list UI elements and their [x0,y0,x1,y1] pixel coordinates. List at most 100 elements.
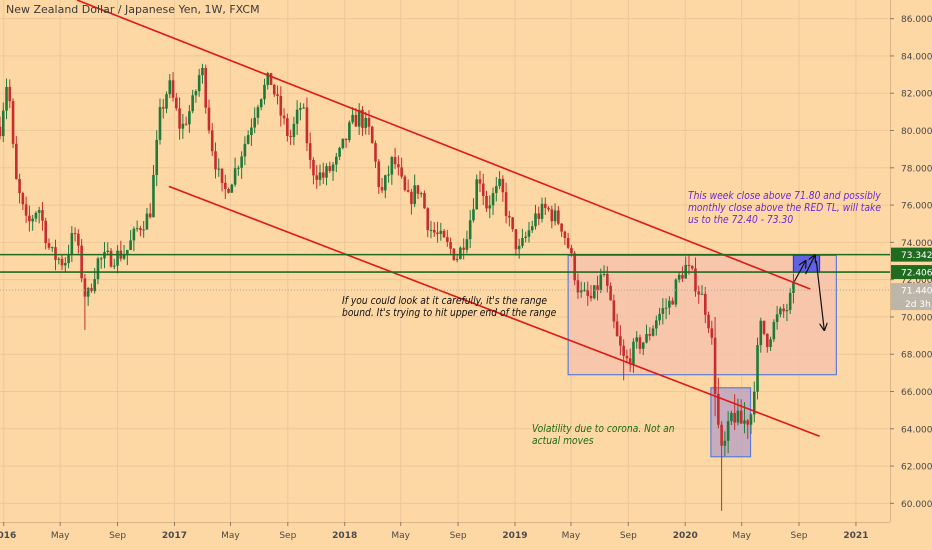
candle-body [517,245,521,250]
candle-body [726,421,730,441]
candle-body [775,314,779,323]
candle-body [116,250,119,266]
candle-body [459,247,462,260]
range-bound-annotation: If you could look at it carefully, it's … [342,296,557,319]
upper-green-line-tag [891,247,932,262]
candle-body [90,288,93,292]
candle-body [478,179,482,184]
y-tick-label: 74.000 [901,239,932,249]
candle-body [263,84,266,100]
candle-body [782,308,785,312]
candle-body [586,289,590,296]
candle-body [475,179,479,210]
target-box [792,254,821,273]
candle-body [524,236,527,238]
candle-body [681,274,684,279]
x-tick-label: May [51,531,70,541]
candle-body [243,143,247,157]
candle-body [210,130,214,152]
candle-body [299,107,302,110]
candle-body [344,138,348,141]
x-tick-label: Sep [791,531,808,541]
candle-body [132,228,136,241]
candle-body [788,292,792,310]
candle-body [606,273,609,286]
y-tick-label: 86.000 [901,15,932,25]
candle-body [579,290,583,293]
candle-body [390,157,394,175]
candle-body [677,274,681,280]
candle-body [217,168,221,170]
candle-body [553,210,557,222]
candle-body [181,123,185,129]
candle-body [397,164,400,168]
y-tick-label: 64.000 [901,425,932,435]
candle-body [374,143,377,162]
y-tick-label: 82.000 [901,90,932,100]
candle-body [491,193,495,206]
candle-body [279,95,283,116]
upper-red-trendline [76,0,811,290]
candle-body [24,204,28,216]
candle-body [207,107,211,131]
last-price-tag [891,283,932,298]
candle-body [498,178,501,187]
candle-body [736,410,740,423]
candle-body [256,107,260,118]
candle-body [21,193,25,205]
candle-body [302,107,305,109]
candle-body [387,174,390,176]
candle-body [759,320,763,346]
candle-body [168,80,172,95]
candle-body [70,233,74,255]
candle-body [175,97,178,109]
candle-body [338,147,341,157]
lower-red-trendline [168,185,820,437]
candle-body [645,334,648,343]
candle-body [188,111,191,125]
candle-body [178,108,181,129]
x-tick-label: 2017 [162,531,187,541]
candle-body [18,179,21,194]
candle-body [717,393,720,425]
candle-body [246,135,250,144]
x-tick-label: 2018 [332,531,357,541]
candle-body [233,168,237,185]
candle-body [292,123,296,138]
candle-body [504,192,508,217]
candle-body [560,223,563,232]
candle-body [335,156,338,165]
candle-body [171,80,175,98]
candle-body [769,339,772,347]
candle-body [413,185,416,205]
candle-body [230,184,234,193]
candle-body [566,237,570,248]
candle-body [145,213,149,230]
candle-body [703,293,707,315]
arrow-up-1 [793,261,805,282]
candle-body [671,300,674,305]
candle-body [609,285,612,301]
candle-body [5,86,8,111]
countdown-tag [891,297,932,311]
candle-body [752,391,756,415]
candle-body [197,75,201,92]
candle-body [468,220,472,240]
x-tick-label: Sep [109,531,126,541]
candle-body [713,337,717,394]
candle-body [746,420,750,425]
candle-body [126,249,129,255]
candle-body [93,279,96,292]
candle-body [41,210,44,221]
y-tick-label: 84.000 [901,52,932,62]
candle-body [11,101,15,144]
candle-body [501,178,505,193]
candle-body [152,174,155,218]
candle-body [220,168,224,183]
candle-body [60,258,64,266]
candle-body [432,229,436,233]
candle-body [710,328,714,338]
candle-body [276,94,279,96]
